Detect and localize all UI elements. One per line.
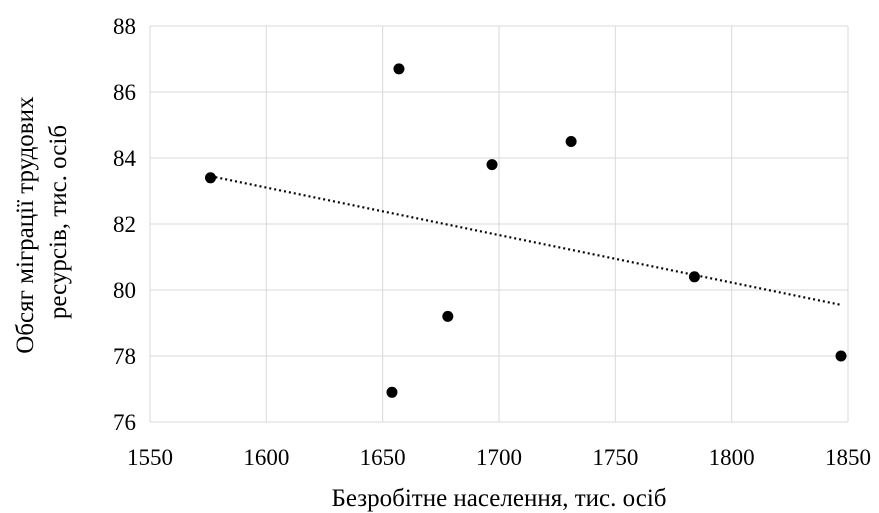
x-tick-label: 1800 <box>709 445 755 470</box>
x-tick-labels: 1550 1600 1650 1700 1750 1800 1850 <box>127 445 871 470</box>
y-tick-label: 76 <box>113 410 136 435</box>
data-point <box>442 310 454 322</box>
y-axis-title-line-1: Обсяг міграції трудових <box>12 96 39 354</box>
trendline <box>210 175 842 306</box>
y-tick-label: 78 <box>113 344 136 369</box>
data-points <box>204 63 847 398</box>
y-tick-label: 84 <box>113 146 137 171</box>
grid <box>149 25 849 423</box>
data-point <box>204 172 216 184</box>
y-tick-label: 82 <box>113 212 136 237</box>
y-tick-labels: 76 78 80 82 84 86 88 <box>113 14 137 435</box>
x-tick-label: 1700 <box>476 445 522 470</box>
x-tick-label: 1650 <box>360 445 406 470</box>
x-tick-label: 1750 <box>592 445 638 470</box>
x-tick-label: 1850 <box>825 445 871 470</box>
data-point <box>386 386 398 398</box>
y-tick-label: 86 <box>113 80 136 105</box>
data-point <box>393 63 405 75</box>
y-tick-label: 80 <box>113 278 136 303</box>
x-tick-label: 1600 <box>243 445 289 470</box>
data-point <box>486 159 498 171</box>
y-axis-title-line-2: ресурсів, тис. осіб <box>45 125 72 319</box>
y-axis-title: Обсяг міграції трудових ресурсів, тис. о… <box>12 90 72 354</box>
data-point <box>688 271 700 283</box>
data-point <box>835 350 847 362</box>
data-point <box>565 136 577 147</box>
trendline-layer <box>210 175 842 306</box>
y-tick-label: 88 <box>113 14 136 39</box>
x-tick-label: 1550 <box>127 445 173 470</box>
x-axis-title: Безробітне населення, тис. осіб <box>331 485 666 512</box>
